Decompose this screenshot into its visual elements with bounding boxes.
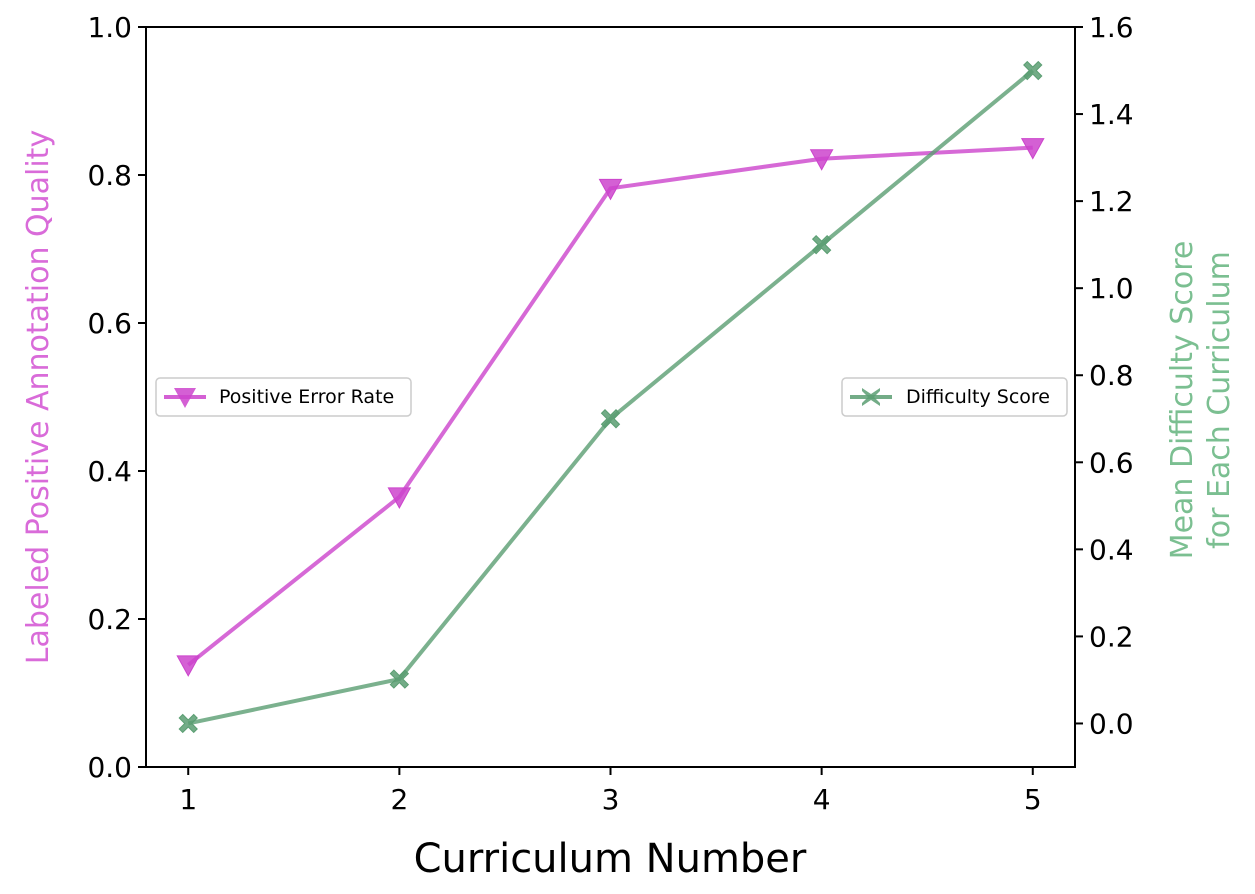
legend-difficulty-score: Difficulty Score <box>841 377 1068 417</box>
right-y-tick-label: 0.4 <box>1089 533 1134 566</box>
legend-triangle-marker <box>174 388 196 408</box>
legend-box <box>155 377 412 417</box>
right-y-tick-label: 0.8 <box>1089 359 1134 392</box>
x-axis-title: Curriculum Number <box>414 836 807 882</box>
left-y-tick-label: 0.2 <box>87 603 132 636</box>
data-point-difficulty-score <box>389 669 410 689</box>
right-axis-title-line-1: Mean Difficulty Score <box>1165 241 1200 560</box>
data-point-difficulty-score <box>600 409 621 429</box>
data-point-positive-error-rate <box>598 178 623 201</box>
right-y-tick-label: 0.6 <box>1089 446 1134 479</box>
data-point-positive-error-rate <box>176 655 201 677</box>
x-tick-label: 5 <box>1024 783 1042 816</box>
legend-positive-error-rate: Positive Error Rate <box>155 377 412 417</box>
right-y-tick-label: 1.4 <box>1089 98 1134 131</box>
legend-label: Positive Error Rate <box>219 386 394 408</box>
data-point-positive-error-rate <box>1020 138 1045 160</box>
right-y-tick-label: 0.0 <box>1089 707 1134 740</box>
left-y-tick-label: 0.6 <box>87 307 132 340</box>
right-y-tick-label: 1.2 <box>1089 185 1134 218</box>
data-point-positive-error-rate <box>809 149 834 171</box>
series-layer <box>176 60 1045 734</box>
left-y-axis: 0.0 0.2 0.4 0.6 0.8 1.0 <box>87 11 146 784</box>
left-y-tick-label: 0.0 <box>87 751 132 784</box>
left-axis-title: Labeled Positive Annotation Quality <box>21 130 56 664</box>
right-y-tick-label: 0.2 <box>1089 620 1134 653</box>
legend-label: Difficulty Score <box>906 386 1050 408</box>
right-y-tick-label: 1.0 <box>1089 272 1134 305</box>
legend-box <box>841 377 1068 417</box>
data-point-difficulty-score <box>178 713 198 734</box>
right-y-tick-label: 1.6 <box>1089 11 1134 44</box>
right-y-axis: 0.0 0.2 0.4 0.6 0.8 1.0 1.2 1.4 1.6 <box>1075 11 1134 740</box>
left-y-tick-label: 1.0 <box>87 11 132 44</box>
x-tick-label: 3 <box>602 783 620 816</box>
data-point-difficulty-score <box>811 234 832 255</box>
legend-x-marker <box>862 388 880 406</box>
data-point-difficulty-score <box>1023 60 1043 81</box>
left-y-tick-label: 0.4 <box>87 455 132 488</box>
left-y-tick-label: 0.8 <box>87 159 132 192</box>
x-tick-label: 1 <box>179 783 197 816</box>
x-tick-label: 4 <box>813 783 831 816</box>
x-tick-label: 2 <box>390 783 408 816</box>
x-axis: 1 2 3 4 5 <box>179 767 1042 816</box>
right-axis-title-line-2: for Each Curriculum <box>1202 251 1237 549</box>
data-point-positive-error-rate <box>387 487 412 509</box>
